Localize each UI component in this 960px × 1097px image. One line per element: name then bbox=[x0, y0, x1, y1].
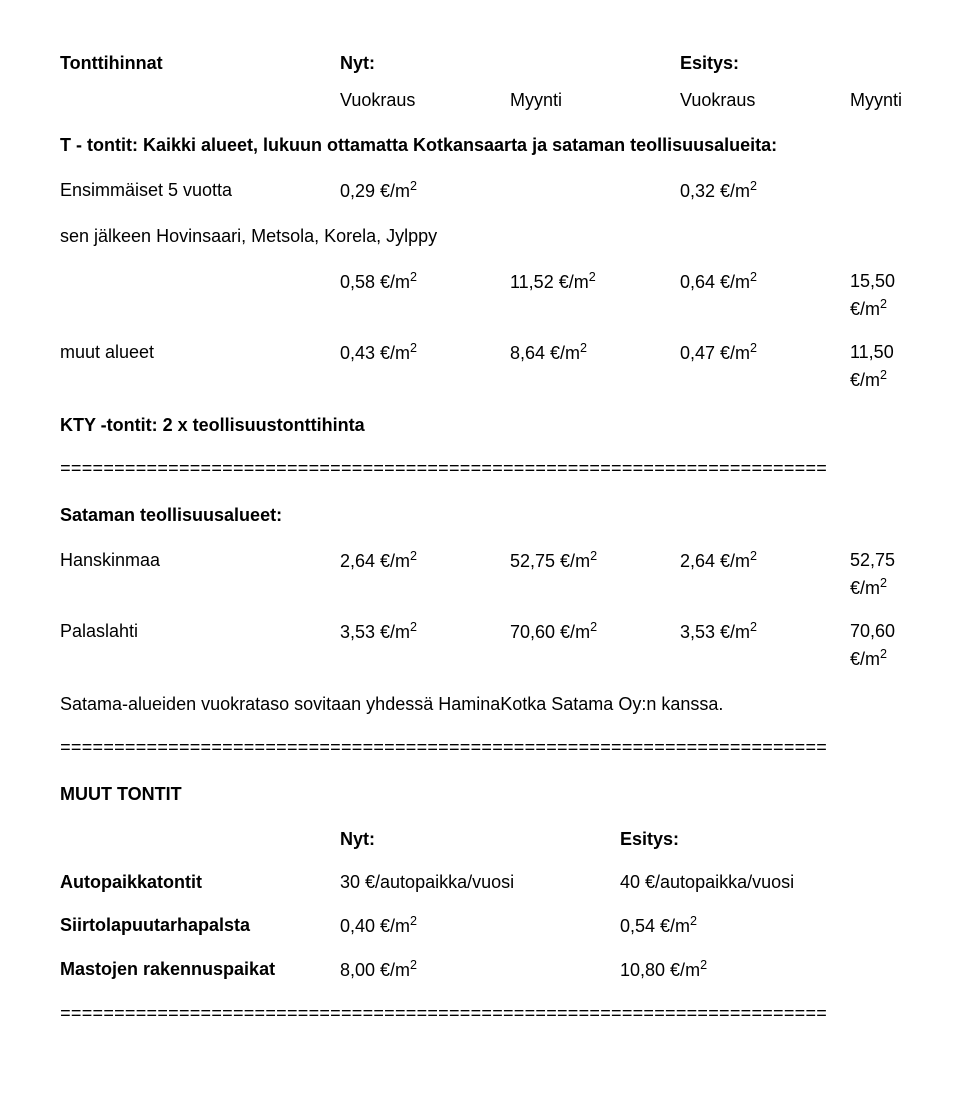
section3-header: Nyt: Esitys: bbox=[60, 826, 900, 853]
val: 52,75 €/m2 bbox=[850, 547, 900, 602]
val: 10,80 €/m2 bbox=[620, 956, 900, 984]
val: 40 €/autopaikka/vuosi bbox=[620, 869, 900, 896]
val: 70,60 €/m2 bbox=[850, 618, 900, 673]
val: 0,58 €/m2 bbox=[340, 268, 510, 323]
val: 3,53 €/m2 bbox=[680, 618, 850, 673]
row-autopaikkatontit: Autopaikkatontit 30 €/autopaikka/vuosi 4… bbox=[60, 869, 900, 896]
row-ensimmaiset: Ensimmäiset 5 vuotta 0,29 €/m2 0,32 €/m2 bbox=[60, 177, 900, 205]
section1-intro: T - tontit: Kaikki alueet, lukuun ottama… bbox=[60, 132, 900, 159]
label: Ensimmäiset 5 vuotta bbox=[60, 177, 340, 205]
section3-title: MUUT TONTIT bbox=[60, 781, 900, 808]
row-muut-alueet: muut alueet 0,43 €/m2 8,64 €/m2 0,47 €/m… bbox=[60, 339, 900, 394]
header-esitys: Esitys: bbox=[680, 50, 900, 77]
esitys: Esitys: bbox=[620, 826, 900, 853]
sub-myynti-2: Myynti bbox=[850, 87, 902, 114]
val: 30 €/autopaikka/vuosi bbox=[340, 869, 620, 896]
val: 3,53 €/m2 bbox=[340, 618, 510, 673]
val: 52,75 €/m2 bbox=[510, 547, 680, 602]
val: 0,43 €/m2 bbox=[340, 339, 510, 394]
val: 70,60 €/m2 bbox=[510, 618, 680, 673]
title: Tonttihinnat bbox=[60, 50, 340, 77]
sub-vuokraus-2: Vuokraus bbox=[680, 87, 850, 114]
label: Mastojen rakennuspaikat bbox=[60, 956, 340, 984]
label: muut alueet bbox=[60, 339, 340, 394]
row2-label: sen jälkeen Hovinsaari, Metsola, Korela,… bbox=[60, 223, 900, 250]
section2-title: Sataman teollisuusalueet: bbox=[60, 502, 900, 529]
label: Siirtolapuutarhapalsta bbox=[60, 912, 340, 940]
row-siirtolapuutarhapalsta: Siirtolapuutarhapalsta 0,40 €/m2 0,54 €/… bbox=[60, 912, 900, 940]
label: Hanskinmaa bbox=[60, 547, 340, 602]
val: 0,29 €/m2 bbox=[340, 177, 510, 205]
val: 0,64 €/m2 bbox=[680, 268, 850, 323]
val: 11,50 €/m2 bbox=[850, 339, 900, 394]
label: Palaslahti bbox=[60, 618, 340, 673]
kty-line: KTY -tontit: 2 x teollisuustonttihinta bbox=[60, 412, 900, 439]
header-row: Tonttihinnat Nyt: Esitys: bbox=[60, 50, 900, 77]
val: 11,52 €/m2 bbox=[510, 268, 680, 323]
label: Autopaikkatontit bbox=[60, 869, 340, 896]
section2-note: Satama-alueiden vuokrataso sovitaan yhde… bbox=[60, 691, 900, 718]
header-nyt: Nyt: bbox=[340, 50, 680, 77]
val: 2,64 €/m2 bbox=[340, 547, 510, 602]
val: 0,40 €/m2 bbox=[340, 912, 620, 940]
row-mastojen: Mastojen rakennuspaikat 8,00 €/m2 10,80 … bbox=[60, 956, 900, 984]
divider-3: ========================================… bbox=[60, 1002, 900, 1029]
sub-myynti-1: Myynti bbox=[510, 87, 680, 114]
row-hanskinmaa: Hanskinmaa 2,64 €/m2 52,75 €/m2 2,64 €/m… bbox=[60, 547, 900, 602]
divider-2: ========================================… bbox=[60, 736, 900, 763]
val: 15,50 €/m2 bbox=[850, 268, 900, 323]
val: 0,47 €/m2 bbox=[680, 339, 850, 394]
val: 0,54 €/m2 bbox=[620, 912, 900, 940]
val: 8,64 €/m2 bbox=[510, 339, 680, 394]
subheader-row: Vuokraus Myynti Vuokraus Myynti bbox=[60, 87, 900, 114]
val: 0,32 €/m2 bbox=[680, 177, 850, 205]
nyt: Nyt: bbox=[340, 826, 620, 853]
row-hovinsaari: 0,58 €/m2 11,52 €/m2 0,64 €/m2 15,50 €/m… bbox=[60, 268, 900, 323]
sub-vuokraus-1: Vuokraus bbox=[340, 87, 510, 114]
divider-1: ========================================… bbox=[60, 457, 900, 484]
row-palaslahti: Palaslahti 3,53 €/m2 70,60 €/m2 3,53 €/m… bbox=[60, 618, 900, 673]
val: 2,64 €/m2 bbox=[680, 547, 850, 602]
val: 8,00 €/m2 bbox=[340, 956, 620, 984]
